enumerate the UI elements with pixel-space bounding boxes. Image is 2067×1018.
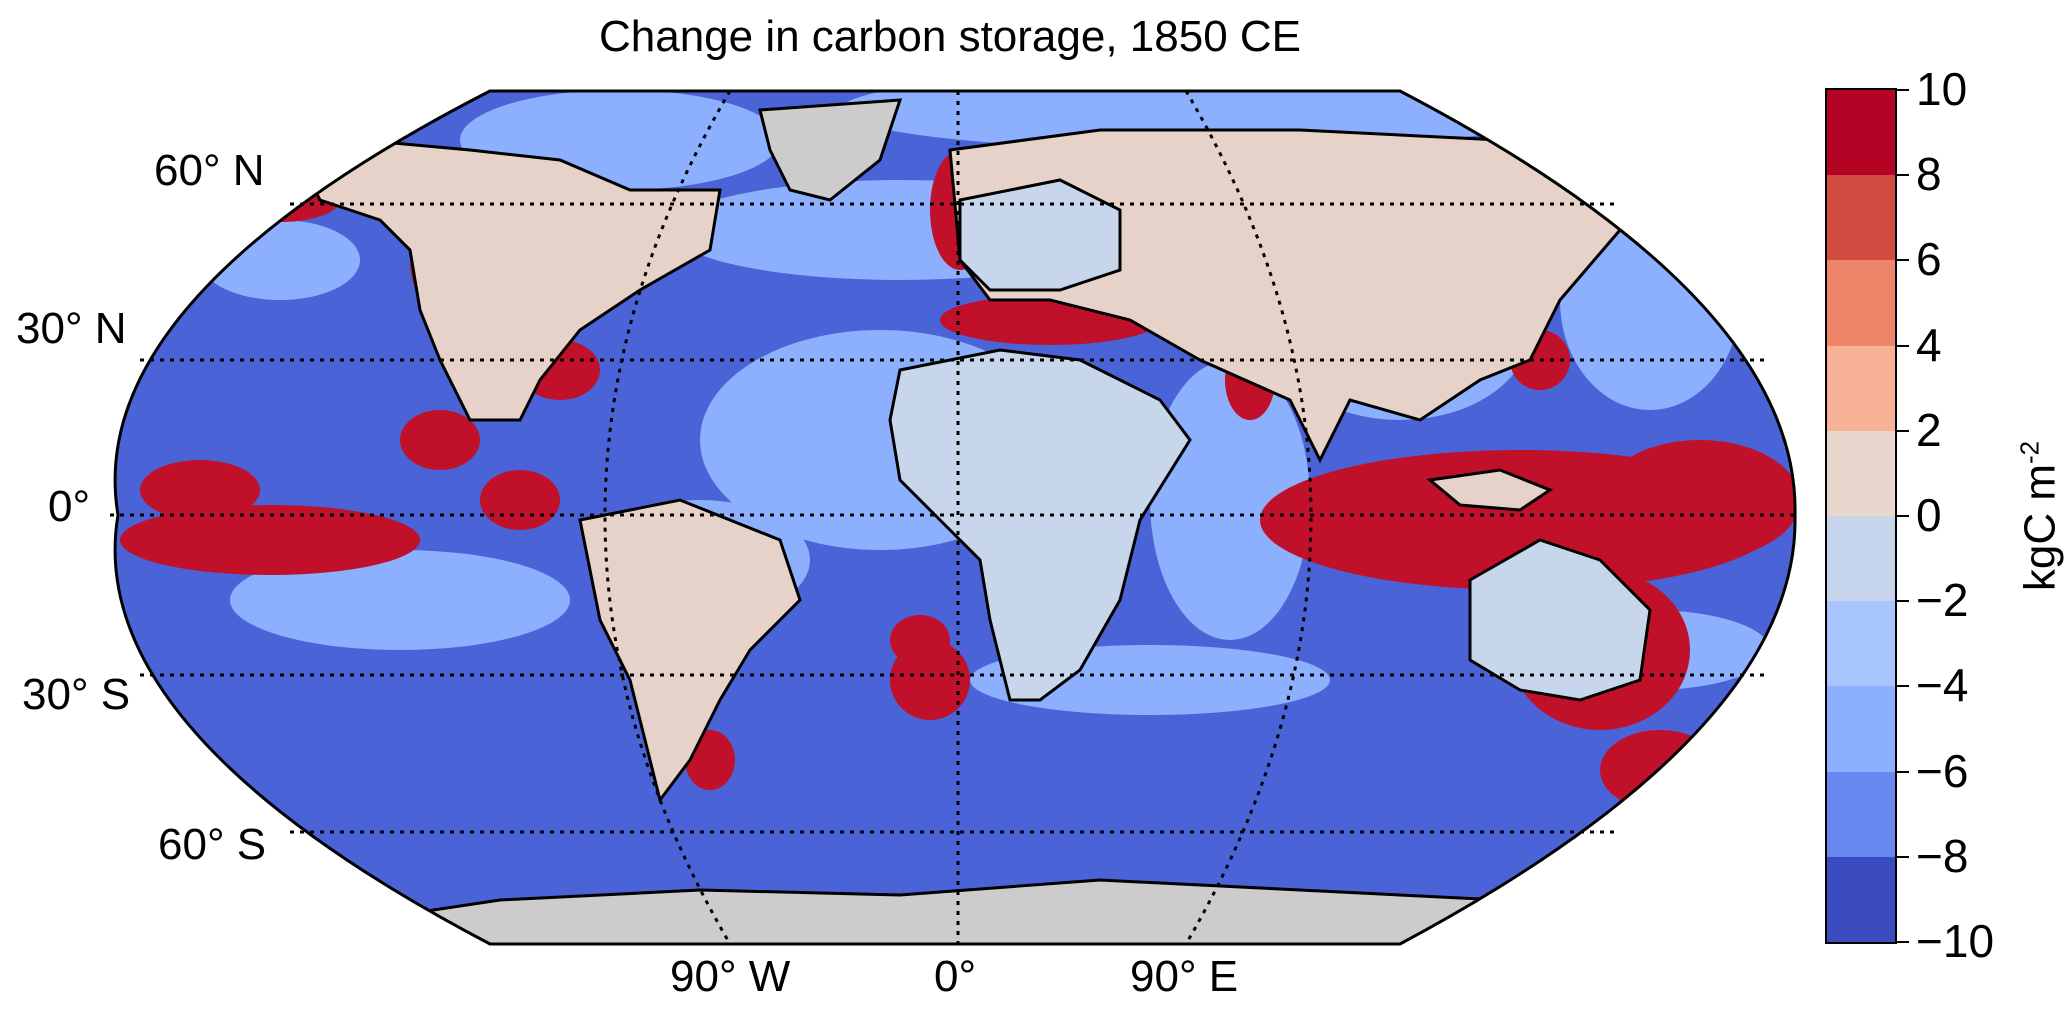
lat-label-60s: 60° S: [158, 820, 267, 869]
lon-label-90e: 90° E: [1130, 952, 1239, 1001]
colorbar-segment: [1827, 430, 1895, 517]
colorbar-tick-mark: [1897, 515, 1909, 517]
colorbar-tick-mark: [1897, 429, 1909, 432]
map-title: Change in carbon storage, 1850 CE: [598, 12, 1302, 61]
globe-outline: [113, 89, 1797, 946]
colorbar-segment: [1827, 686, 1895, 772]
colorbar-tick-label: 6: [1916, 233, 1942, 286]
colorbar-tick-mark: [1897, 770, 1909, 773]
colorbar-tick-label: −8: [1916, 829, 1969, 882]
colorbar-segment: [1827, 771, 1895, 857]
colorbar-tick-mark: [1897, 600, 1909, 603]
colorbar-tick-label: 10: [1916, 63, 1968, 115]
colorbar: [1825, 88, 1897, 944]
colorbar-tick-label: 0: [1916, 489, 1942, 541]
colorbar-segment: [1827, 90, 1895, 176]
colorbar-segment: [1827, 175, 1895, 261]
colorbar-segment: [1827, 516, 1895, 602]
colorbar-unit-exponent: -2: [2014, 440, 2045, 464]
graticule: [110, 90, 1800, 945]
colorbar-tick-mark: [1897, 855, 1909, 858]
colorbar-segment: [1827, 601, 1895, 687]
colorbar-tick-mark: [1897, 259, 1909, 262]
lat-label-0: 0°: [48, 482, 91, 531]
colorbar-tick-mark: [1897, 174, 1909, 177]
lat-label-30s: 30° S: [22, 670, 131, 719]
colorbar-tick-mark: [1897, 685, 1909, 688]
lat-label-60n: 60° N: [154, 146, 265, 195]
colorbar-tick-mark: [1897, 89, 1909, 91]
colorbar-tick-label: 4: [1916, 318, 1942, 371]
colorbar-tick-label: −6: [1916, 744, 1969, 797]
colorbar-tick-label: 8: [1916, 148, 1942, 201]
colorbar-tick-label: −10: [1916, 915, 1995, 967]
colorbar-tick-mark: [1897, 344, 1909, 347]
colorbar-segment: [1827, 260, 1895, 346]
continents: [297, 98, 1652, 944]
colorbar-unit-text: kgC m: [2015, 464, 2065, 592]
lon-label-0: 0°: [934, 952, 977, 1001]
colorbar-tick-label: 2: [1916, 403, 1942, 456]
colorbar-tick-label: −4: [1916, 659, 1969, 712]
lat-label-30n: 30° N: [16, 304, 127, 353]
colorbar-tick-mark: [1897, 941, 1909, 943]
colorbar-tick-label: −2: [1916, 574, 1969, 627]
colorbar-unit-label: kgC m-2: [2015, 441, 2066, 591]
colorbar-segment: [1827, 345, 1895, 431]
lon-label-90w: 90° W: [670, 952, 791, 1001]
colorbar-segment: [1827, 856, 1895, 943]
